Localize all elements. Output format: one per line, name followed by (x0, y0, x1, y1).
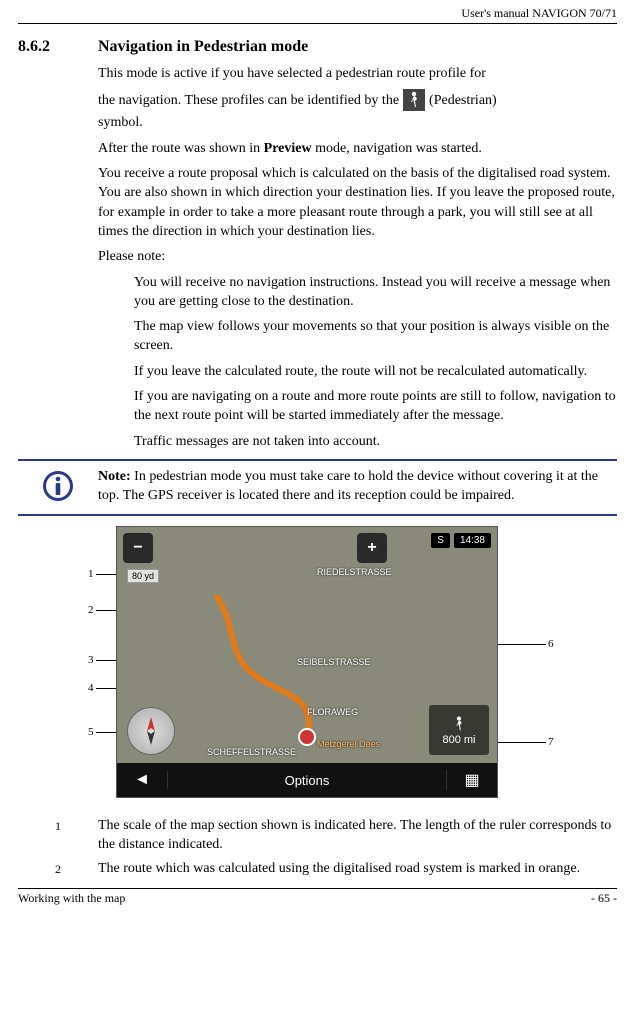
text: mode, navigation was started. (312, 141, 482, 156)
figure-desc-row: 2 The route which was calculated using t… (18, 859, 617, 878)
note-label: Note: (98, 469, 131, 484)
paragraph: You receive a route proposal which is ca… (98, 164, 617, 241)
callout-6: 6 (548, 638, 554, 650)
pedestrian-icon (449, 714, 469, 734)
paragraph: This mode is active if you have selected… (98, 64, 617, 83)
note-item: Traffic messages are not taken into acco… (134, 432, 617, 451)
sat-indicator: S (431, 533, 450, 548)
note-item: You will receive no navigation instructi… (134, 273, 617, 312)
note-item: If you are navigating on a route and mor… (134, 387, 617, 426)
info-icon (41, 469, 75, 508)
street-label: SCHEFFELSTRASSE (207, 747, 296, 757)
menu-button[interactable]: ▦ (446, 770, 497, 790)
distance-panel: 800 mi (429, 705, 489, 755)
paragraph: the navigation. These profiles can be id… (98, 89, 617, 111)
page-footer: Working with the map - 65 - (18, 888, 617, 906)
manual-title: User's manual NAVIGON 70/71 (461, 6, 617, 20)
route-line (197, 587, 357, 747)
section-title: Navigation in Pedestrian mode (98, 38, 308, 56)
scale-label: 80 yd (127, 569, 159, 583)
pedestrian-icon (403, 89, 425, 111)
poi-label: Metzgerei Dees (317, 739, 380, 749)
text: (Pedestrian) (429, 91, 497, 110)
options-button[interactable]: Options (168, 773, 446, 788)
callout-5: 5 (88, 726, 94, 738)
callout-7: 7 (548, 736, 554, 748)
section-number: 8.6.2 (18, 38, 98, 56)
callout-4: 4 (88, 682, 94, 694)
section-heading: 8.6.2 Navigation in Pedestrian mode (18, 38, 617, 56)
map-screenshot: − + S 14:38 80 yd RIEDELSTRASSE SEIBELST… (116, 526, 498, 798)
back-button[interactable]: ◄ (117, 771, 168, 789)
text: the navigation. These profiles can be id… (98, 91, 399, 110)
note-item: The map view follows your movements so t… (134, 317, 617, 356)
zoom-out-button[interactable]: − (123, 533, 153, 563)
time-indicator: 14:38 (454, 533, 491, 548)
callout-1: 1 (88, 568, 94, 580)
street-label: FLORAWEG (307, 707, 358, 717)
callout-2: 2 (88, 604, 94, 616)
callout-line (496, 742, 546, 743)
note-text: In pedestrian mode you must take care to… (98, 469, 598, 503)
figure: 1 2 3 4 5 6 7 − + S 14:38 80 yd RIEDELST… (18, 526, 617, 806)
callout-3: 3 (88, 654, 94, 666)
note-box: Note: In pedestrian mode you must take c… (18, 459, 617, 516)
page-header: User's manual NAVIGON 70/71 (18, 0, 617, 24)
desc-text: The route which was calculated using the… (98, 859, 617, 878)
footer-right: - 65 - (591, 891, 617, 906)
street-label: RIEDELSTRASSE (317, 567, 392, 577)
zoom-in-button[interactable]: + (357, 533, 387, 563)
desc-text: The scale of the map section shown is in… (98, 816, 617, 855)
note-item: If you leave the calculated route, the r… (134, 362, 617, 381)
text-bold: Preview (264, 141, 312, 156)
notes-list: You will receive no navigation instructi… (134, 273, 617, 452)
callout-line (496, 644, 546, 645)
text: After the route was shown in (98, 141, 264, 156)
footer-left: Working with the map (18, 891, 125, 906)
distance-value: 800 mi (442, 734, 475, 746)
desc-number: 1 (18, 816, 98, 855)
figure-desc-row: 1 The scale of the map section shown is … (18, 816, 617, 855)
desc-number: 2 (18, 859, 98, 878)
paragraph: After the route was shown in Preview mod… (98, 139, 617, 158)
paragraph: Please note: (98, 247, 617, 266)
compass-icon (127, 707, 175, 755)
paragraph: symbol. (98, 113, 617, 132)
street-label: SEIBELSTRASSE (297, 657, 371, 667)
